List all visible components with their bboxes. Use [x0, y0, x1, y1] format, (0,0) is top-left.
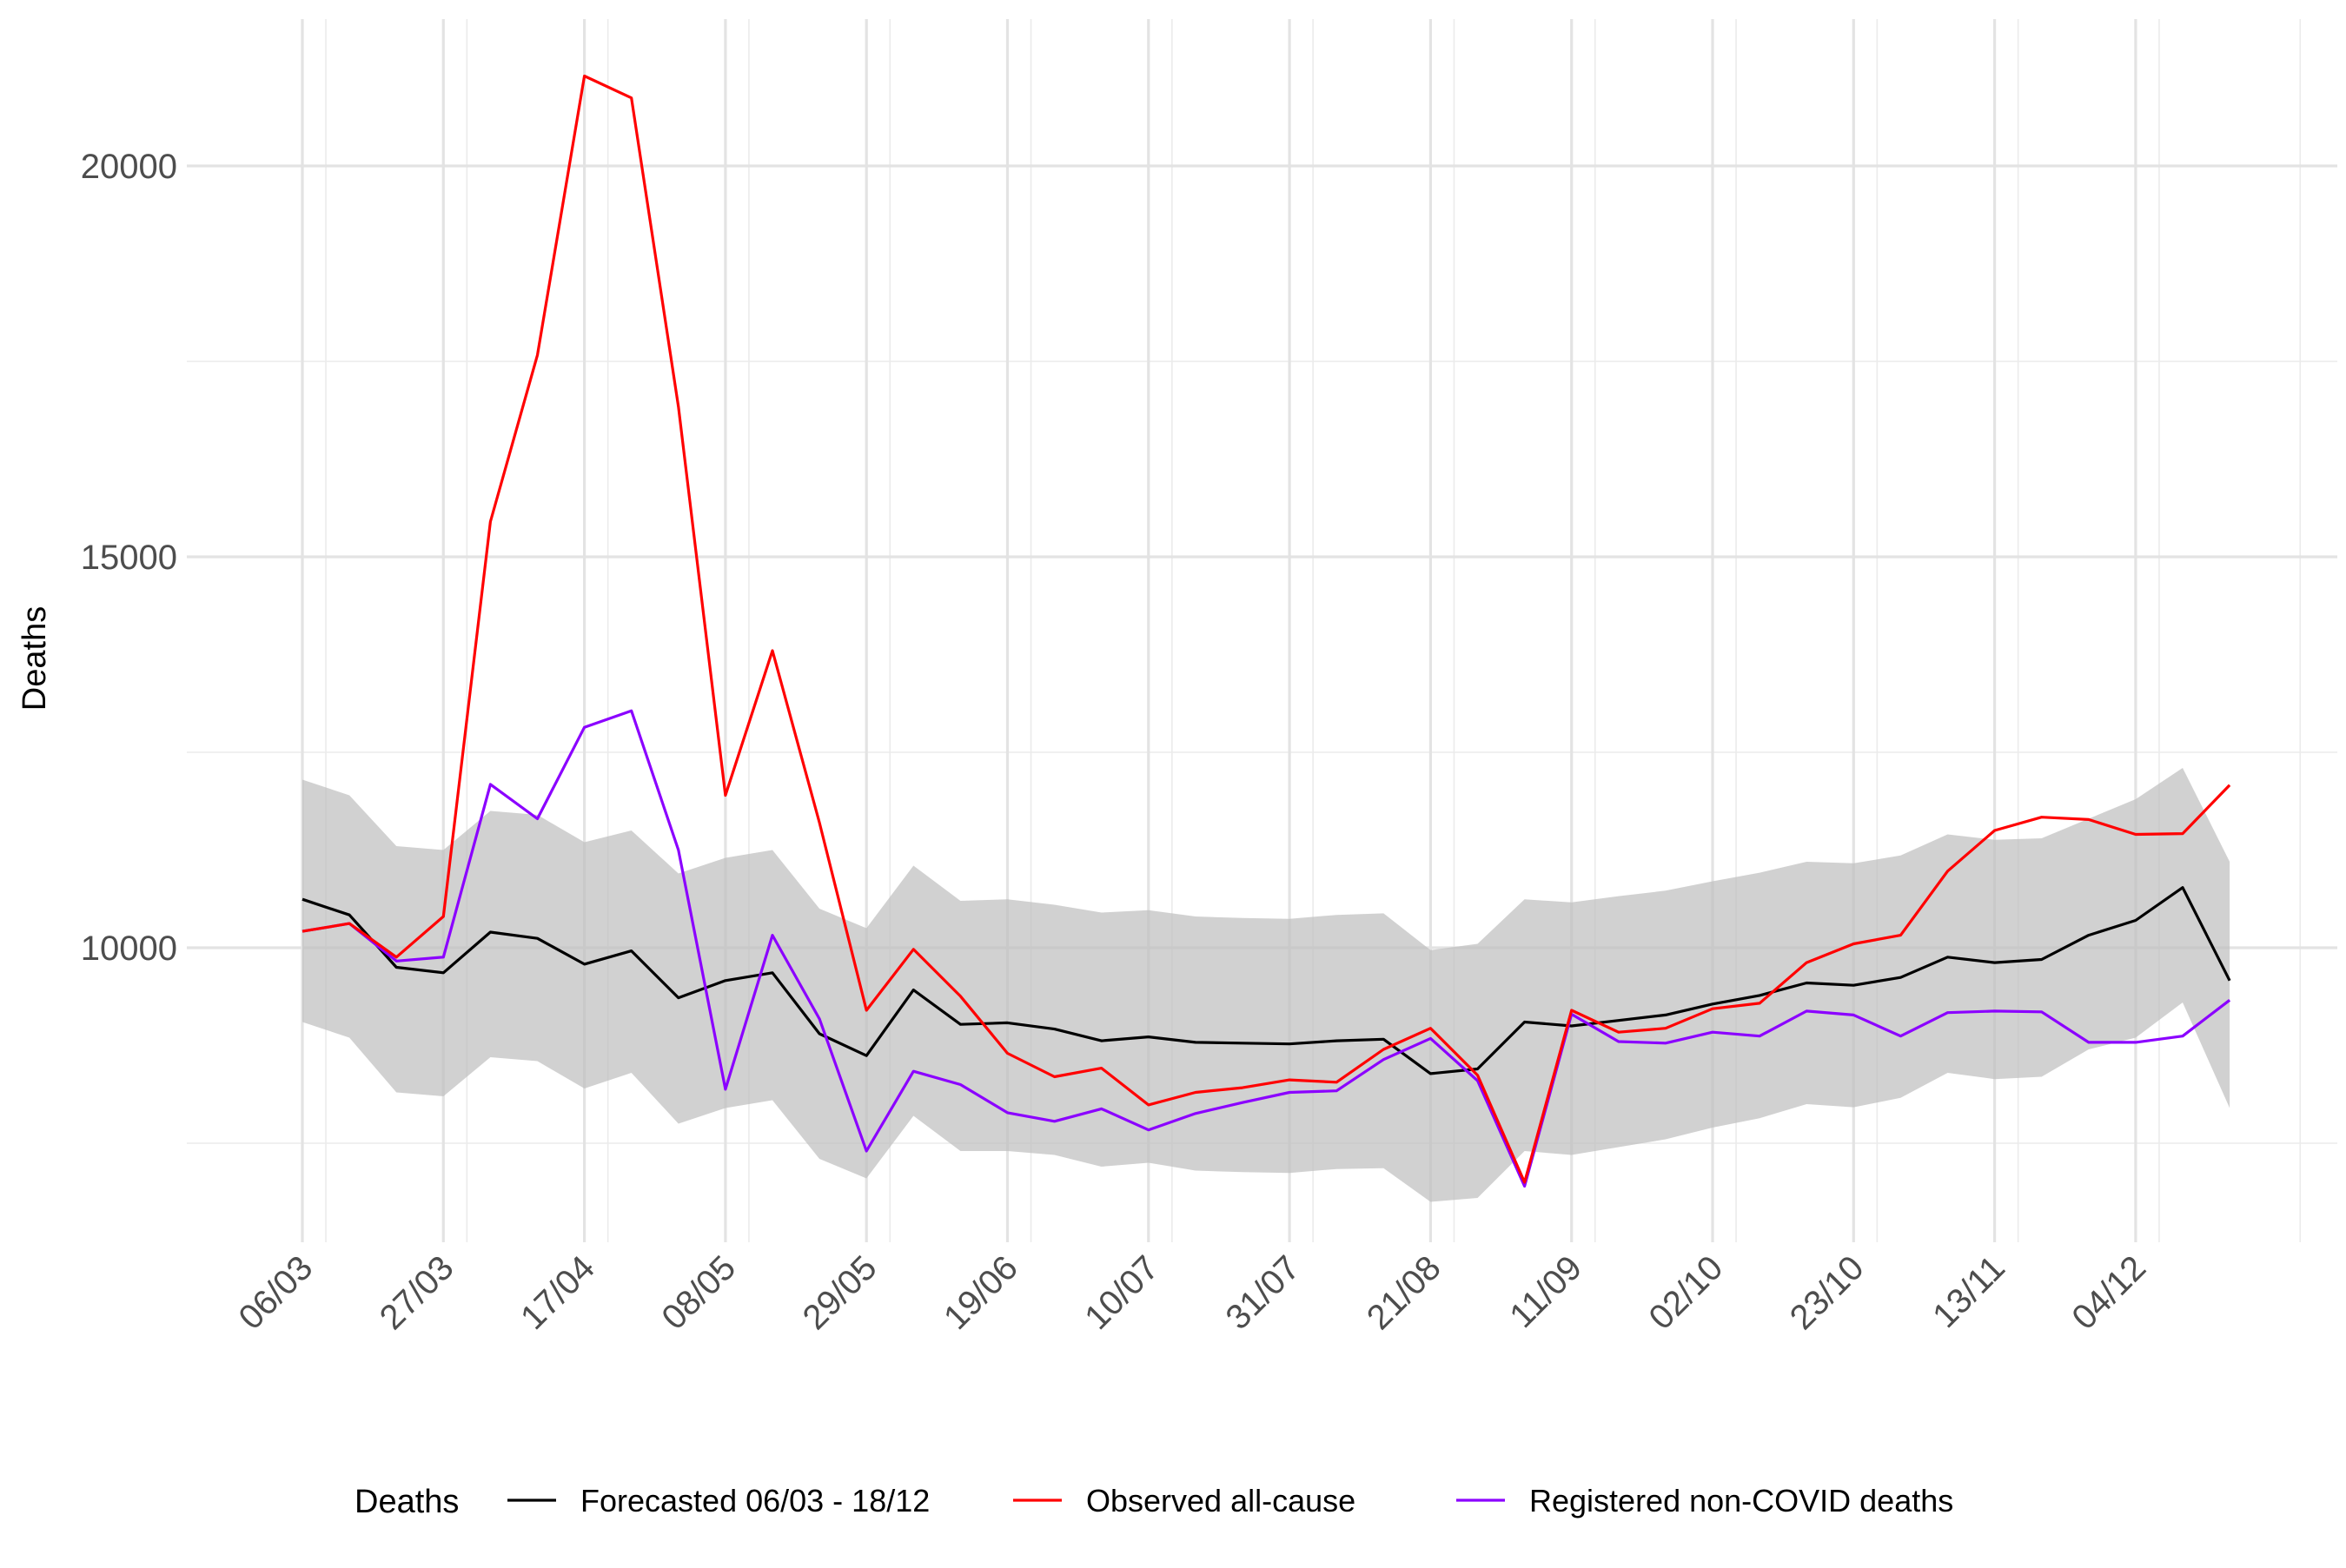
forecast-interval-band [302, 768, 2230, 1202]
x-tick-label: 13/11 [1925, 1248, 2012, 1335]
x-tick-label: 17/04 [514, 1248, 602, 1337]
y-tick-label: 10000 [81, 930, 177, 968]
y-tick-label: 15000 [81, 539, 177, 577]
series-line-observed-all-cause [302, 74, 2231, 1184]
x-tick-label: 31/07 [1219, 1248, 1308, 1337]
legend-items: Forecasted 06/03 - 18/12 Observed all-cau… [507, 1483, 1953, 1518]
legend-label: Observed all-cause [1086, 1483, 1355, 1518]
y-axis-tick-labels: 10000 15000 20000 [81, 148, 177, 968]
x-tick-label: 06/03 [231, 1248, 320, 1337]
x-tick-label: 29/05 [796, 1248, 885, 1337]
legend: Deaths Forecasted 06/03 - 18/12 Observed … [355, 1483, 1953, 1520]
x-tick-label: 27/03 [373, 1248, 461, 1337]
forecast-interval-band-layer [302, 768, 2230, 1202]
x-axis-tick-labels: 06/03 27/03 17/04 08/05 29/05 19/06 10/07 31/07… [231, 1248, 2153, 1337]
series-lines-layer [302, 74, 2231, 1188]
x-tick-label: 02/10 [1641, 1248, 1730, 1337]
x-tick-label: 23/10 [1783, 1248, 1872, 1337]
legend-label: Registered non-COVID deaths [1529, 1483, 1953, 1518]
x-tick-label: 08/05 [654, 1248, 743, 1337]
series-line-registered-non-covid-deaths [302, 709, 2231, 1188]
y-axis-title: Deaths [17, 606, 53, 711]
x-tick-label: 11/09 [1502, 1248, 1589, 1335]
legend-label: Forecasted 06/03 - 18/12 [580, 1483, 930, 1518]
series-line-forecasted-06-03-18-12 [302, 886, 2231, 1075]
y-tick-label: 20000 [81, 148, 177, 186]
x-tick-label: 04/12 [2064, 1248, 2153, 1337]
x-tick-label: 19/06 [937, 1248, 1025, 1337]
legend-title: Deaths [355, 1484, 459, 1520]
x-tick-label: 10/07 [1077, 1248, 1166, 1337]
x-tick-label: 21/08 [1360, 1248, 1448, 1337]
